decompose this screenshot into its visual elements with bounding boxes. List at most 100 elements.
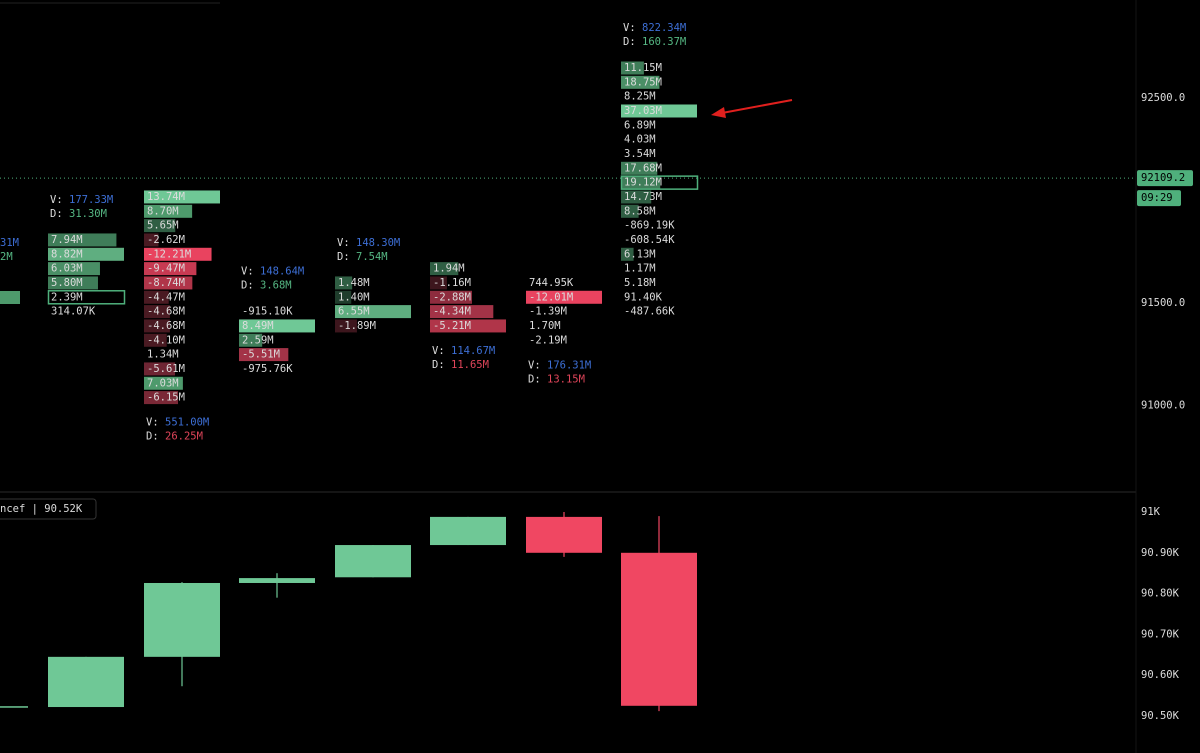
price-tick-label: 91000.0 xyxy=(1141,400,1185,412)
volume-key: V: xyxy=(146,417,159,429)
countdown-label: 09:29 xyxy=(1141,192,1173,204)
volume-bar xyxy=(621,161,658,175)
delta-key: D: xyxy=(50,208,63,220)
cell-label: -9.47M xyxy=(147,263,185,275)
annotation-arrow xyxy=(721,99,793,114)
cell-label: 1.70M xyxy=(529,320,561,332)
volume-value: 822.34M xyxy=(642,22,686,34)
cell-label: -4.47M xyxy=(147,291,185,303)
volume-bar xyxy=(621,204,639,218)
cell-label: 2.39M xyxy=(51,291,83,303)
delta-value: 3.68M xyxy=(260,280,292,292)
volume-bar xyxy=(335,276,353,290)
delta-value: 13.15M xyxy=(547,373,585,385)
cell-label: -5.21M xyxy=(433,320,471,332)
volume-bar xyxy=(621,190,652,204)
cell-label: 1.94M xyxy=(433,263,465,275)
cell-label: 13.74M xyxy=(147,191,185,203)
cell-label: 1.34M xyxy=(147,349,179,361)
volume-bar xyxy=(144,190,220,204)
volume-key: V: xyxy=(241,266,254,278)
cell-label: 8.58M xyxy=(624,205,656,217)
y-tick-label: 90.60K xyxy=(1141,669,1180,681)
cell-label: 1.40M xyxy=(338,291,370,303)
volume-bar xyxy=(621,61,644,75)
volume-bar xyxy=(430,262,459,276)
volume-bar xyxy=(48,276,98,290)
volume-bar xyxy=(144,290,169,304)
cell-label: 5.80M xyxy=(51,277,83,289)
volume-value: 31M xyxy=(0,237,19,249)
volume-bar xyxy=(48,247,124,261)
y-tick-label: 90.70K xyxy=(1141,628,1180,640)
volume-bar xyxy=(144,319,170,333)
delta-key: D: xyxy=(528,373,541,385)
delta-value: 7.54M xyxy=(356,251,388,263)
candle-body xyxy=(239,578,315,583)
delta-key: D: xyxy=(241,280,254,292)
volume-bar xyxy=(144,391,179,405)
cell-label: 19.12M xyxy=(624,177,662,189)
cell-label: -4.68M xyxy=(147,320,185,332)
cell-label: 5.65M xyxy=(147,220,179,232)
current-price-label: 92109.2 xyxy=(1141,172,1185,184)
cell-label: -6.15M xyxy=(147,392,185,404)
volume-bar xyxy=(144,305,170,319)
cell-label: -1.89M xyxy=(338,320,376,332)
volume-key: V: xyxy=(50,194,63,206)
volume-bar xyxy=(430,276,447,290)
delta-value: 26.25M xyxy=(165,431,203,443)
partial-bar xyxy=(0,291,20,304)
volume-bar xyxy=(621,104,697,118)
delta-value: 11.65M xyxy=(451,359,489,371)
delta-key: D: xyxy=(432,359,445,371)
volume-key: V: xyxy=(528,359,541,371)
cell-label: -2.19M xyxy=(529,334,567,346)
volume-key: V: xyxy=(337,237,350,249)
volume-bar xyxy=(144,262,197,276)
countdown-box xyxy=(1137,190,1181,207)
cell-label: 37.03M xyxy=(624,105,662,117)
volume-value: 551.00M xyxy=(165,417,209,429)
cell-label: -1.39M xyxy=(529,306,567,318)
y-tick-label: 90.50K xyxy=(1141,710,1180,722)
volume-bar xyxy=(430,290,473,304)
volume-value: 177.33M xyxy=(69,194,113,206)
volume-bar xyxy=(621,247,634,261)
cell-label: -12.01M xyxy=(529,291,573,303)
cell-label: 6.03M xyxy=(51,263,83,275)
volume-bar xyxy=(430,305,494,319)
cell-label: 4.03M xyxy=(624,134,656,146)
cell-label: -2.88M xyxy=(433,291,471,303)
cell-label: 3.54M xyxy=(624,148,656,160)
annotation-arrowhead xyxy=(711,107,726,118)
delta-key: D: xyxy=(337,251,350,263)
volume-bar xyxy=(144,219,176,233)
volume-bar xyxy=(144,276,193,290)
candle-body xyxy=(526,516,602,553)
cell-label: 6.89M xyxy=(624,119,656,131)
cell-label: 5.18M xyxy=(624,277,656,289)
cell-label: 8.25M xyxy=(624,91,656,103)
volume-bar xyxy=(621,176,661,190)
cell-label: 6.13M xyxy=(624,248,656,260)
legend-text: ncef | 90.52K xyxy=(0,503,83,515)
cell-label: 1.17M xyxy=(624,263,656,275)
candle-body xyxy=(430,516,506,546)
volume-bar xyxy=(144,247,212,261)
cell-label: 6.55M xyxy=(338,306,370,318)
candle-body xyxy=(0,706,28,708)
cell-label: 8.82M xyxy=(51,248,83,260)
cell-label: -5.51M xyxy=(242,349,280,361)
cell-label: 1.48M xyxy=(338,277,370,289)
delta-value: 31.30M xyxy=(69,208,107,220)
cell-label: -4.34M xyxy=(433,306,471,318)
volume-bar xyxy=(48,233,117,247)
cell-label: -4.68M xyxy=(147,306,185,318)
poc-outline xyxy=(620,175,699,190)
legend-box xyxy=(0,498,97,520)
cell-label: 14.73M xyxy=(624,191,662,203)
volume-bar xyxy=(239,319,315,333)
y-tick-label: 91K xyxy=(1141,506,1161,518)
